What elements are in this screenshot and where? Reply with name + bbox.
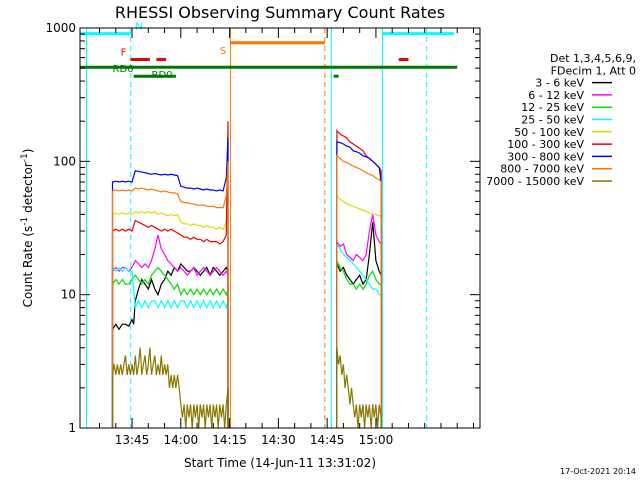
series-7-segment-0 — [111, 161, 229, 428]
legend: Det 1,3,4,5,6,9,FDecim 1, Att 03 - 6 keV… — [486, 52, 636, 188]
x-axis-ticks: 13:45 14:00 14:15 14:30 14:45 15:00 — [99, 28, 474, 447]
y-axis-ticks: 1 10 100 1000 — [45, 21, 480, 435]
flag-s-label: S — [220, 46, 226, 57]
series-8-segment-0 — [111, 347, 229, 429]
legend-label-0: 3 - 6 keV — [535, 77, 584, 90]
y-axis-label: Count Rate (s-1 detector-1) — [20, 149, 35, 308]
series-1-segment-1 — [336, 214, 382, 428]
instrument-state-lines — [86, 28, 428, 428]
flag-bars: NSFRD0RD6 — [80, 22, 458, 81]
plot-frame — [79, 27, 481, 429]
x-tick-label-3: 14:30 — [261, 433, 296, 447]
series-7-segment-1 — [336, 154, 382, 428]
legend-label-1: 6 - 12 keV — [528, 89, 584, 102]
series-2-segment-0 — [111, 266, 229, 428]
series-4-segment-0 — [111, 190, 229, 428]
flag-rd6-label: RD6 — [113, 64, 134, 75]
series-lines — [111, 121, 382, 429]
x-tick-label-5: 15:00 — [359, 433, 394, 447]
legend-label-3: 25 - 50 keV — [521, 114, 584, 127]
legend-label-6: 300 - 800 keV — [507, 150, 584, 163]
legend-label-7: 800 - 7000 keV — [500, 163, 584, 176]
legend-header-0: Det 1,3,4,5,6,9, — [550, 52, 636, 65]
series-5-segment-1 — [336, 129, 382, 428]
series-6-segment-0 — [111, 137, 229, 428]
legend-label-4: 50 - 100 keV — [514, 126, 584, 139]
series-5-segment-0 — [111, 121, 229, 428]
series-2-segment-1 — [336, 260, 382, 428]
legend-label-8: 7000 - 15000 keV — [486, 175, 584, 188]
y-tick-label-3: 1000 — [45, 21, 76, 35]
chart-title: RHESSI Observing Summary Count Rates — [115, 3, 445, 22]
series-8-segment-1 — [336, 347, 382, 429]
series-1-segment-0 — [111, 234, 229, 428]
x-tick-label-4: 14:45 — [310, 433, 345, 447]
x-tick-label-2: 14:15 — [212, 433, 247, 447]
y-tick-label-0: 1 — [68, 421, 76, 435]
legend-header-1: FDecim 1, Att 0 — [551, 64, 636, 77]
series-4-segment-1 — [336, 194, 382, 428]
series-0-segment-0 — [111, 262, 229, 428]
flag-f-label: F — [121, 48, 127, 59]
flag-n-label: N — [135, 22, 142, 33]
series-6-segment-1 — [336, 141, 382, 428]
x-axis-label: Start Time (14-Jun-11 13:31:02) — [184, 456, 376, 470]
y-tick-label-2: 100 — [53, 154, 76, 168]
series-3-segment-1 — [336, 242, 382, 428]
plot-area: NSFRD0RD6 — [79, 22, 481, 429]
series-0-segment-1 — [336, 222, 382, 428]
series-3-segment-0 — [111, 265, 229, 428]
x-tick-label-0: 13:45 — [115, 433, 150, 447]
legend-label-5: 100 - 300 keV — [507, 138, 584, 151]
legend-label-2: 12 - 25 keV — [521, 101, 584, 114]
x-tick-label-1: 14:00 — [164, 433, 199, 447]
timestamp: 17-Oct-2021 20:14 — [560, 467, 636, 476]
y-tick-label-1: 10 — [61, 288, 76, 302]
